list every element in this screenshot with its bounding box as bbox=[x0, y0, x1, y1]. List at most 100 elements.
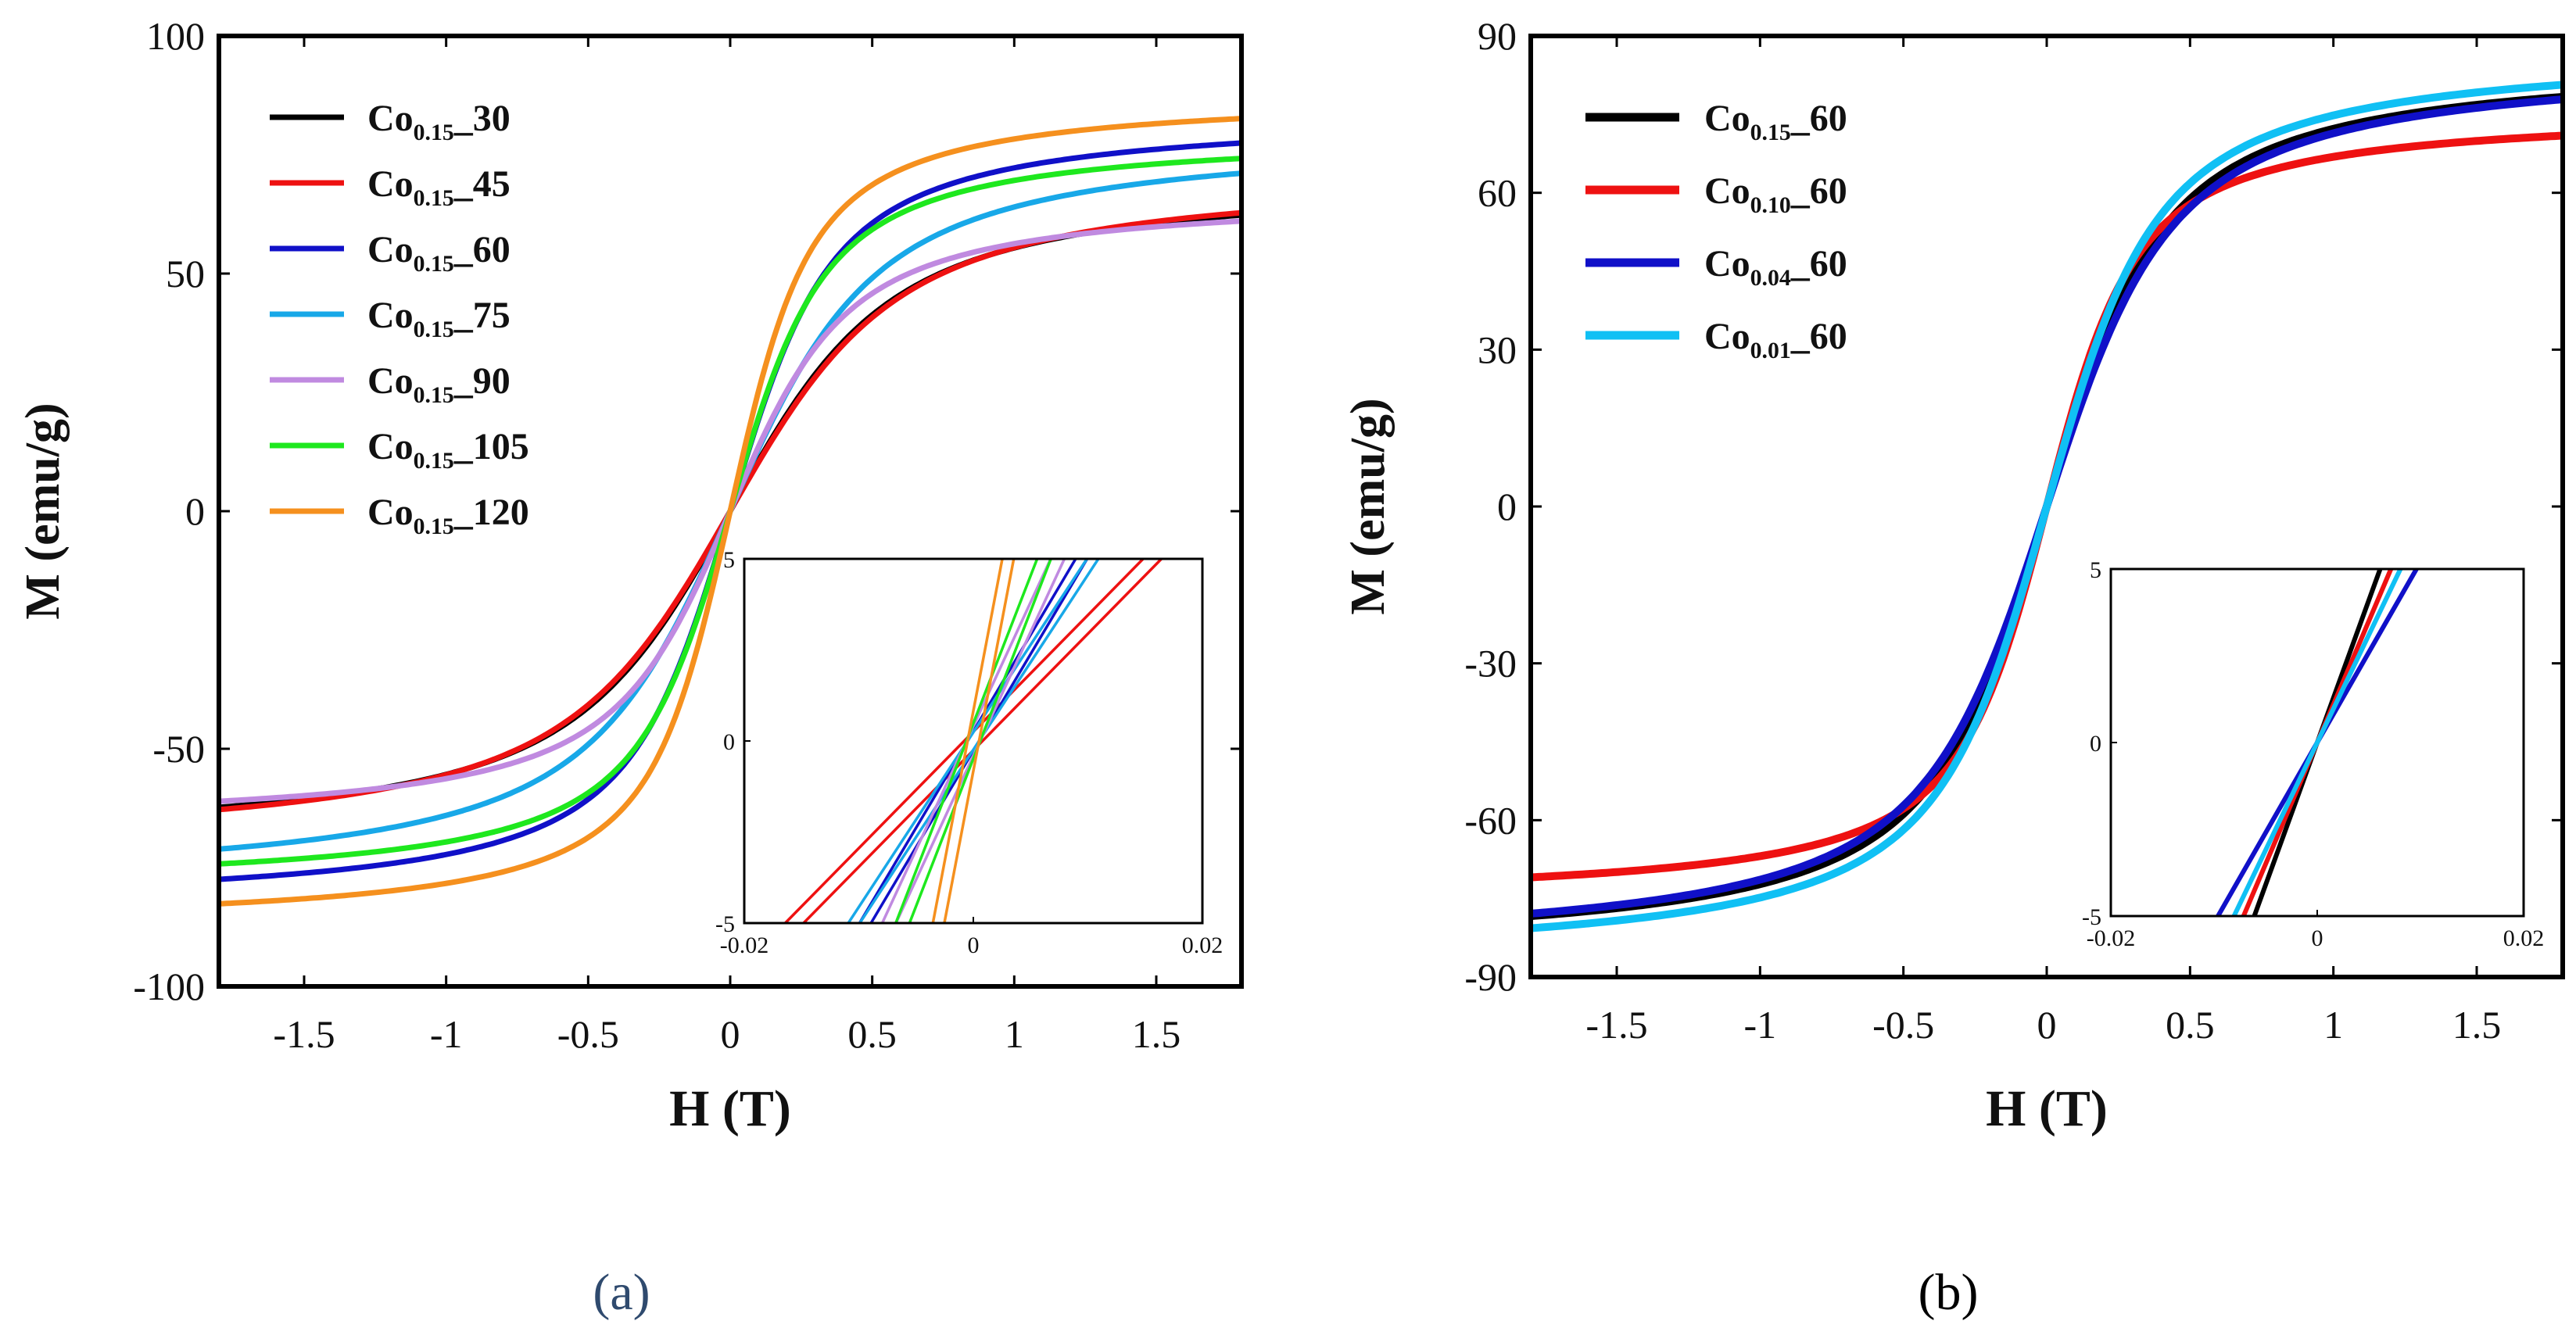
inset: -0.02 0 0.02 -5 0 5 bbox=[715, 547, 1224, 958]
legend-label-Co0.15_90: Co0.15_90 bbox=[367, 360, 511, 408]
legend-label-Co0.15_105: Co0.15_105 bbox=[367, 426, 529, 474]
legend-label-suffix: _60 bbox=[1790, 98, 1847, 139]
panel-caption: (a) bbox=[593, 1264, 650, 1321]
y-tick-label: -30 bbox=[1464, 642, 1517, 685]
inset-y-tick-label: 0 bbox=[723, 729, 735, 755]
panel-b: -1.5 -1 -0.5 0 0.5 1 1.5 -90 -60 -30 0 30 60 90 H (T) M… bbox=[1342, 14, 2565, 1321]
legend-label-subscript: 0.15 bbox=[414, 120, 454, 145]
y-axis-label: M (emu/g) bbox=[16, 403, 70, 619]
y-tick-label: -100 bbox=[133, 965, 205, 1008]
legend-label-suffix: _60 bbox=[1790, 170, 1847, 212]
legend-label-Co0.10_60: Co0.10_60 bbox=[1704, 170, 1847, 218]
inset-x-tick-label: 0.02 bbox=[1182, 932, 1224, 958]
inset-y-tick-label: 5 bbox=[723, 547, 735, 573]
legend-label-subscript: 0.15 bbox=[1750, 120, 1791, 145]
x-tick-label: 0.5 bbox=[2166, 1003, 2215, 1047]
y-axis-label: M (emu/g) bbox=[1342, 398, 1395, 614]
inset-line-orange bbox=[931, 559, 1004, 923]
legend-label-Co0.15_75: Co0.15_75 bbox=[367, 295, 511, 342]
x-tick-label: 1.5 bbox=[1132, 1012, 1181, 1056]
y-tick-label: 0 bbox=[1497, 485, 1517, 528]
y-tick-label: 30 bbox=[1478, 327, 1517, 371]
inset-background bbox=[744, 559, 1202, 923]
x-tick-label: 0 bbox=[721, 1012, 740, 1056]
legend-label-suffix: _75 bbox=[453, 295, 511, 336]
inset-lines bbox=[2215, 569, 2420, 916]
legend-label-base: Co bbox=[367, 229, 414, 270]
inset-x-tick-label: -0.02 bbox=[720, 932, 769, 958]
legend-label-base: Co bbox=[367, 98, 414, 139]
legend-label-Co0.15_45: Co0.15_45 bbox=[367, 163, 511, 211]
series-group bbox=[1531, 81, 2563, 932]
legend: Co0.15_30Co0.15_45Co0.15_60Co0.15_75Co0.… bbox=[270, 98, 529, 539]
inset-line-skyblue bbox=[2231, 569, 2403, 916]
legend-label-suffix: _105 bbox=[453, 426, 529, 467]
y-tick-label: -50 bbox=[152, 727, 205, 771]
y-tick-label: 0 bbox=[185, 489, 205, 533]
legend-label-base: Co bbox=[1704, 98, 1750, 139]
legend-label-base: Co bbox=[367, 163, 414, 205]
legend-label-suffix: _45 bbox=[453, 163, 511, 205]
x-tick-label: -0.5 bbox=[557, 1012, 619, 1056]
x-axis-label: H (T) bbox=[669, 1080, 791, 1137]
legend-label-subscript: 0.15 bbox=[414, 317, 454, 342]
inset-line-red bbox=[783, 559, 1145, 923]
inset-x-tick-label: -0.02 bbox=[2087, 925, 2136, 951]
x-tick-label: -1.5 bbox=[1585, 1003, 1647, 1047]
series-line-Co0.01_60 bbox=[1531, 81, 2563, 932]
y-tick-label: -60 bbox=[1464, 798, 1517, 842]
inset-line-red bbox=[801, 559, 1164, 923]
legend-label-base: Co bbox=[1704, 316, 1750, 357]
y-tick-label: 60 bbox=[1478, 171, 1517, 215]
legend-label-Co0.04_60: Co0.04_60 bbox=[1704, 243, 1847, 291]
legend-label-subscript: 0.15 bbox=[414, 251, 454, 277]
legend-label-subscript: 0.15 bbox=[414, 514, 454, 539]
legend-label-suffix: _30 bbox=[453, 98, 511, 139]
x-tick-label: -0.5 bbox=[1872, 1003, 1934, 1047]
y-tick-label: 50 bbox=[166, 252, 205, 295]
x-tick-label: 0 bbox=[2037, 1003, 2057, 1047]
y-tick-label: 100 bbox=[146, 14, 205, 58]
legend-label-subscript: 0.10 bbox=[1750, 192, 1791, 218]
legend-label-Co0.15_60: Co0.15_60 bbox=[1704, 98, 1847, 145]
inset-x-tick-label: 0 bbox=[2312, 925, 2323, 951]
inset: -0.02 0 0.02 -5 0 5 bbox=[2082, 557, 2544, 951]
x-tick-label: -1.5 bbox=[273, 1012, 335, 1056]
x-tick-label: 1 bbox=[1005, 1012, 1024, 1056]
inset-y-tick-label: 0 bbox=[2090, 731, 2101, 757]
y-axis-label-group: M (emu/g) bbox=[1342, 398, 1395, 614]
inset-lines bbox=[783, 559, 1164, 923]
legend-label-subscript: 0.01 bbox=[1750, 338, 1791, 363]
x-axis-label: H (T) bbox=[1986, 1080, 2108, 1137]
legend-label-Co0.01_60: Co0.01_60 bbox=[1704, 316, 1847, 363]
x-tick-label: 1.5 bbox=[2452, 1003, 2502, 1047]
inset-line-orange bbox=[943, 559, 1016, 923]
legend-label-suffix: _90 bbox=[453, 360, 511, 402]
legend-label-Co0.15_120: Co0.15_120 bbox=[367, 492, 529, 539]
legend-label-Co0.15_60: Co0.15_60 bbox=[367, 229, 511, 277]
legend-label-suffix: _120 bbox=[453, 492, 529, 533]
inset-y-tick-label: -5 bbox=[2082, 904, 2101, 930]
inset-y-tick-label: -5 bbox=[715, 911, 735, 937]
legend-label-base: Co bbox=[1704, 243, 1750, 285]
x-tick-label: -1 bbox=[1744, 1003, 1777, 1047]
legend-label-suffix: _60 bbox=[453, 229, 511, 270]
series-group bbox=[219, 116, 1241, 907]
y-axis-label-group: M (emu/g) bbox=[16, 403, 70, 619]
legend-label-base: Co bbox=[1704, 170, 1750, 212]
y-tick-label: 90 bbox=[1478, 14, 1517, 58]
legend-label-subscript: 0.04 bbox=[1750, 265, 1791, 291]
x-tick-label: 0.5 bbox=[847, 1012, 897, 1056]
legend-label-base: Co bbox=[367, 426, 414, 467]
series-line-Co0.15_120 bbox=[219, 116, 1241, 907]
x-tick-label: 1 bbox=[2323, 1003, 2343, 1047]
panel-caption: (b) bbox=[1919, 1264, 1979, 1321]
inset-x-tick-label: 0 bbox=[968, 932, 980, 958]
legend-label-subscript: 0.15 bbox=[414, 448, 454, 474]
legend-label-base: Co bbox=[367, 360, 414, 402]
legend-label-base: Co bbox=[367, 295, 414, 336]
legend-label-base: Co bbox=[367, 492, 414, 533]
legend-label-subscript: 0.15 bbox=[414, 382, 454, 408]
